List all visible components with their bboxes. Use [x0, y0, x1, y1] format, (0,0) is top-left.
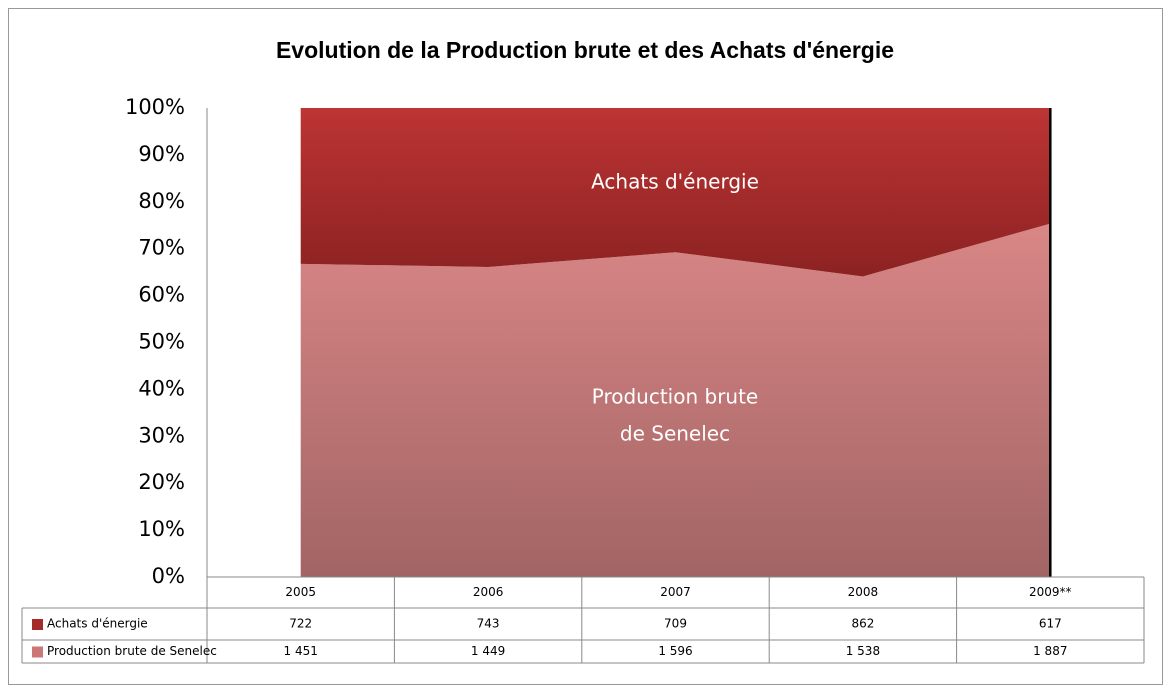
x-tick-label: 2009**	[1029, 585, 1072, 599]
data-label: 1 451	[284, 644, 318, 658]
data-label: 1 538	[846, 644, 880, 658]
y-tick-label: 90%	[138, 142, 185, 166]
y-tick-label: 40%	[138, 376, 185, 400]
legend-swatch	[32, 619, 43, 630]
data-label: 1 449	[471, 644, 505, 658]
y-tick-label: 70%	[138, 236, 185, 260]
chart-title: Evolution de la Production brute et des …	[276, 37, 894, 63]
data-label: 722	[289, 617, 312, 631]
y-tick-label: 50%	[138, 330, 185, 354]
y-tick-label: 0%	[152, 564, 185, 588]
area	[300, 108, 1051, 277]
area	[300, 223, 1051, 577]
y-tick-label: 20%	[138, 470, 185, 494]
data-label: 709	[664, 617, 687, 631]
y-tick-label: 30%	[138, 423, 185, 447]
annotation: de Senelec	[620, 422, 730, 446]
y-tick-label: 80%	[138, 189, 185, 213]
x-tick-label: 2005	[285, 585, 316, 599]
annotation: Achats d'énergie	[591, 170, 759, 194]
y-tick-label: 60%	[138, 283, 185, 307]
annotation: Production brute	[592, 385, 759, 409]
data-label: 1 887	[1033, 644, 1067, 658]
x-tick-label: 2008	[848, 585, 879, 599]
data-label: 743	[477, 617, 500, 631]
x-tick-label: 2006	[473, 585, 504, 599]
y-tick-label: 100%	[125, 95, 185, 119]
data-label: 1 596	[658, 644, 692, 658]
y-tick-label: 10%	[138, 517, 185, 541]
legend-swatch	[32, 646, 43, 658]
legend-label: Achats d'énergie	[47, 617, 148, 631]
data-label: 617	[1039, 617, 1062, 631]
data-label: 862	[851, 617, 874, 631]
legend-label: Production brute de Senelec	[47, 644, 217, 658]
x-tick-label: 2007	[660, 585, 691, 599]
